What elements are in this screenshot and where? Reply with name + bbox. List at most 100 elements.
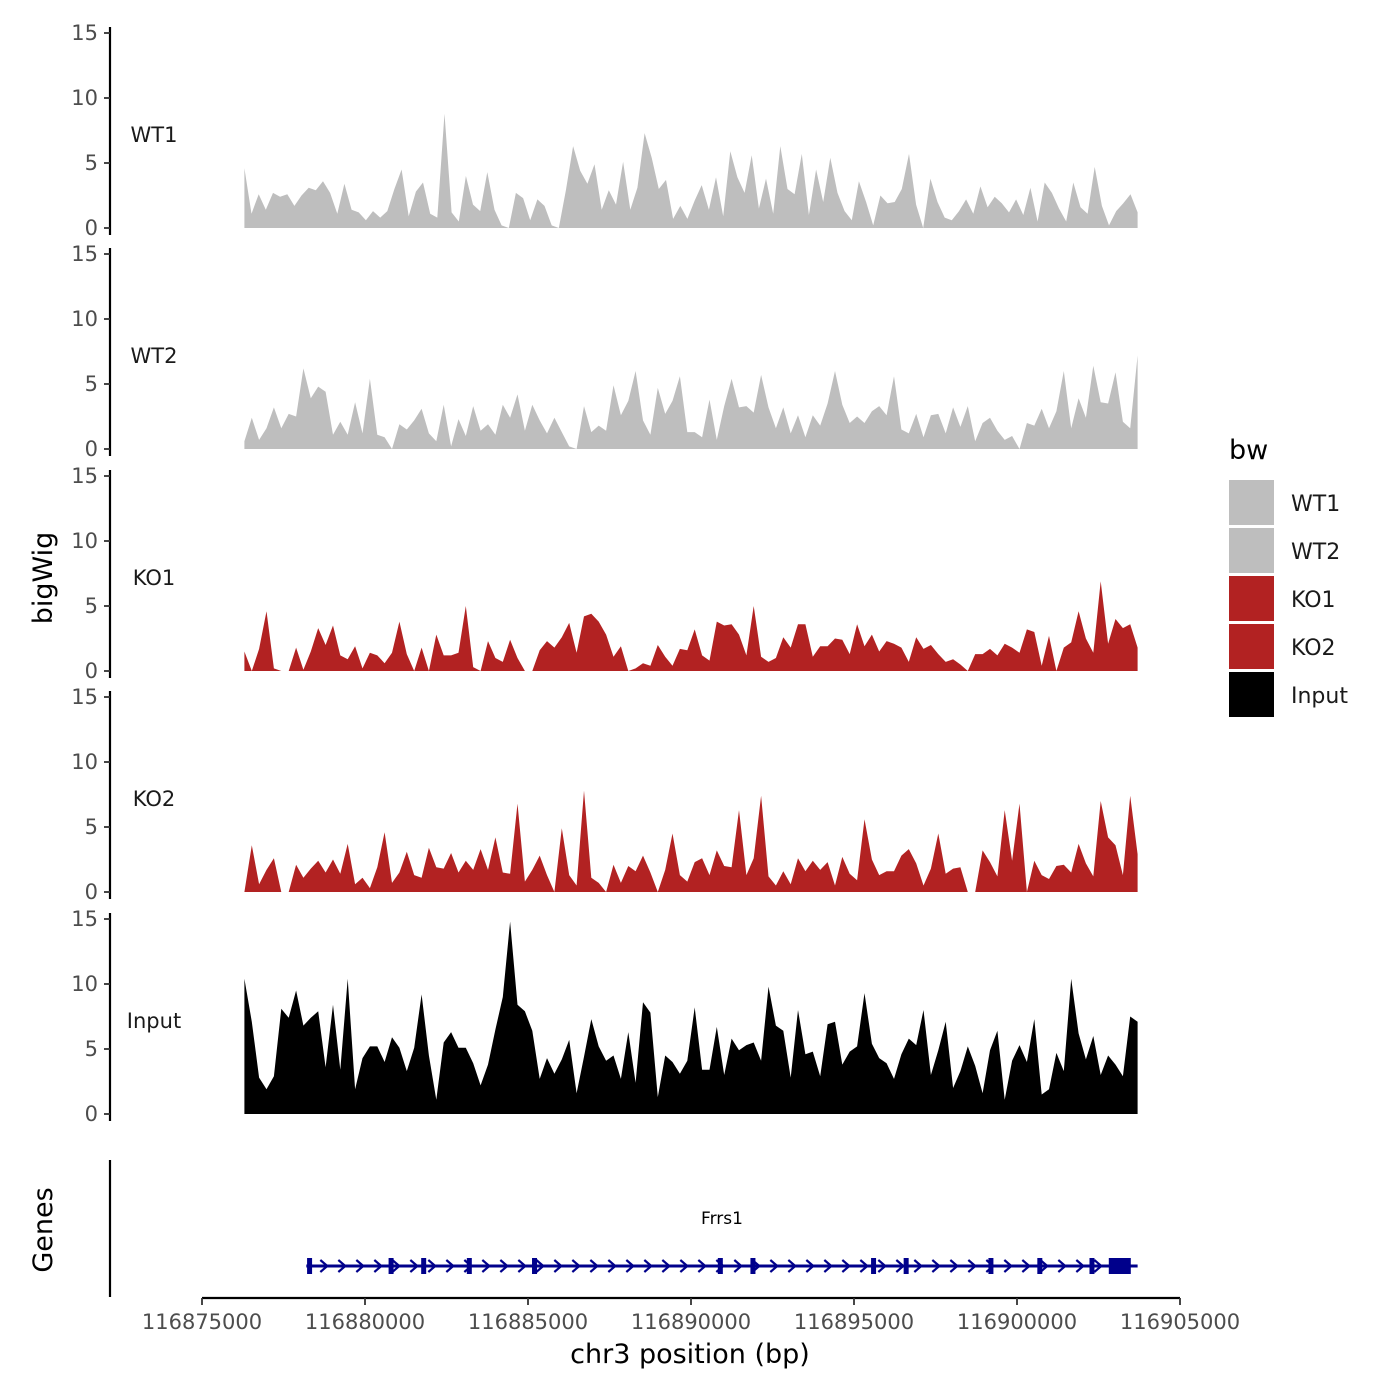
strand-arrow xyxy=(895,1259,906,1273)
exon xyxy=(307,1258,313,1274)
strand-arrow xyxy=(1021,1259,1032,1273)
x-axis: 116875000 116880000 116885000 116890000 1168… xyxy=(142,1296,1240,1334)
strand-arrow xyxy=(319,1259,330,1273)
x-tick-label: 116905000 xyxy=(1120,1310,1240,1334)
strand-arrow xyxy=(769,1259,780,1273)
y-tick-label: 15 xyxy=(71,242,98,266)
strand-arrow xyxy=(1003,1259,1014,1273)
track-wt2: 0 5 10 15 WT2 xyxy=(71,242,1138,461)
track-label: Input xyxy=(127,1009,181,1033)
strand-arrow xyxy=(877,1259,888,1273)
strand-arrow xyxy=(1093,1259,1104,1273)
exon xyxy=(532,1258,538,1274)
area-wt2 xyxy=(244,355,1138,449)
y-tick-label: 15 xyxy=(71,907,98,931)
legend-label: KO2 xyxy=(1291,636,1336,661)
strand-arrow xyxy=(535,1259,546,1273)
track-ko1: 0 5 10 15 KO1 xyxy=(71,464,1138,683)
strand-arrow xyxy=(517,1259,528,1273)
strand-arrow xyxy=(481,1259,492,1273)
exon xyxy=(717,1258,723,1274)
exon xyxy=(1089,1258,1095,1274)
strand-arrow xyxy=(355,1259,366,1273)
y-tick-label: 10 xyxy=(71,86,98,110)
y-tick-label: 10 xyxy=(71,750,98,774)
strand-arrow xyxy=(373,1259,384,1273)
track-ko2: 0 5 10 15 KO2 xyxy=(71,685,1138,904)
strand-arrow xyxy=(823,1259,834,1273)
legend-swatch xyxy=(1229,672,1274,717)
track-panels: 0 5 10 15 WT1 0 5 10 15 WT2 0 5 10 15 KO1 0 5 10 15 KO2 0 5 10… xyxy=(71,21,1138,1126)
exon xyxy=(1037,1258,1043,1274)
y-tick-label: 0 xyxy=(85,1102,98,1126)
strand-arrow xyxy=(643,1259,654,1273)
area-input xyxy=(244,921,1138,1114)
y-tick-label: 15 xyxy=(71,21,98,45)
y-tick-label: 5 xyxy=(85,151,98,175)
x-tick-label: 116880000 xyxy=(305,1310,425,1334)
exon xyxy=(871,1258,877,1274)
x-tick-label: 116900000 xyxy=(957,1310,1077,1334)
legend: bw WT1 WT2 KO1 KO2 Input xyxy=(1229,435,1348,717)
y-tick-label: 5 xyxy=(85,815,98,839)
legend-swatch xyxy=(1229,576,1274,621)
strand-arrow xyxy=(913,1259,924,1273)
strand-arrow xyxy=(553,1259,564,1273)
track-label: WT2 xyxy=(131,344,178,368)
track-wt1: 0 5 10 15 WT1 xyxy=(71,21,1138,240)
y-tick-label: 5 xyxy=(85,594,98,618)
strand-arrow xyxy=(445,1259,456,1273)
strand-arrow xyxy=(859,1259,870,1273)
legend-label: WT1 xyxy=(1291,492,1340,517)
genes-panel: Frrs1 xyxy=(108,1160,1138,1297)
strand-arrow xyxy=(625,1259,636,1273)
strand-arrow xyxy=(841,1259,852,1273)
y-tick-label: 0 xyxy=(85,216,98,240)
legend-label: KO1 xyxy=(1291,588,1336,613)
area-ko1 xyxy=(244,581,1138,671)
strand-arrow xyxy=(427,1259,438,1273)
exon xyxy=(1108,1258,1131,1274)
track-label: KO1 xyxy=(133,566,176,590)
strand-arrow xyxy=(949,1259,960,1273)
strand-arrow xyxy=(1039,1259,1050,1273)
legend-label: WT2 xyxy=(1291,540,1340,565)
exon xyxy=(388,1258,394,1274)
strand-arrow xyxy=(571,1259,582,1273)
y-axis-title: bigWig xyxy=(28,532,59,625)
x-tick-label: 116885000 xyxy=(468,1310,588,1334)
x-tick-label: 116875000 xyxy=(142,1310,262,1334)
strand-arrow xyxy=(805,1259,816,1273)
strand-arrow xyxy=(661,1259,672,1273)
strand-arrow xyxy=(607,1259,618,1273)
strand-arrow xyxy=(733,1259,744,1273)
y-tick-label: 15 xyxy=(71,464,98,488)
exon xyxy=(903,1258,909,1274)
y-tick-label: 5 xyxy=(85,1037,98,1061)
x-tick-label: 116895000 xyxy=(794,1310,914,1334)
strand-arrow xyxy=(499,1259,510,1273)
strand-arrow xyxy=(409,1259,420,1273)
strand-arrow xyxy=(589,1259,600,1273)
area-ko2 xyxy=(244,790,1138,892)
y-tick-label: 0 xyxy=(85,880,98,904)
track-label: KO2 xyxy=(133,787,176,811)
area-wt1 xyxy=(244,113,1138,228)
strand-arrow xyxy=(787,1259,798,1273)
exon xyxy=(988,1258,994,1274)
strand-arrow xyxy=(697,1259,708,1273)
legend-swatch xyxy=(1229,480,1274,525)
strand-arrow xyxy=(679,1259,690,1273)
exon xyxy=(421,1258,427,1274)
y-tick-label: 0 xyxy=(85,659,98,683)
exon xyxy=(750,1258,756,1274)
exon xyxy=(466,1258,472,1274)
y-tick-label: 10 xyxy=(71,529,98,553)
strand-arrow xyxy=(967,1259,978,1273)
y-tick-label: 10 xyxy=(71,307,98,331)
track-label: WT1 xyxy=(131,123,178,147)
strand-arrow xyxy=(931,1259,942,1273)
legend-label: Input xyxy=(1291,684,1348,709)
strand-arrow xyxy=(1075,1259,1086,1273)
